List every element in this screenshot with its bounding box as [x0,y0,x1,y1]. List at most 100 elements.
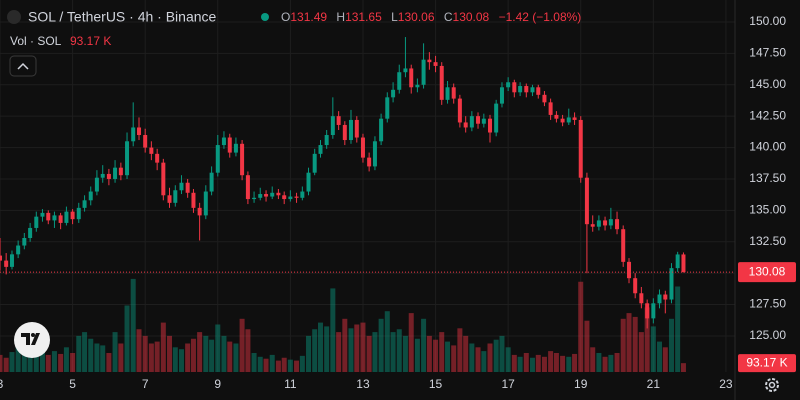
volume-bar [142,335,148,372]
volume-bar [535,354,541,372]
last-price-label: 130.08 [749,264,786,278]
candle-body [76,207,81,220]
symbol-icon [7,10,21,24]
volume-bar [112,332,118,372]
collapse-button[interactable] [9,55,37,77]
volume-bar [505,347,511,372]
candle-body [215,145,220,173]
volume-bar [481,351,487,372]
volume-bar [39,348,45,372]
volume-bar [384,311,390,372]
candle-body [645,303,650,319]
x-tick-label: 13 [356,377,370,391]
candle-body [100,173,105,178]
x-tick-label: 17 [501,377,515,391]
volume-bar [203,335,209,372]
x-tick-label: 21 [647,377,661,391]
volume-bar [523,353,529,372]
volume-bar [317,322,323,372]
candle-body [209,172,214,192]
volume-bar [287,359,293,372]
candle-body [385,97,390,119]
volume-bar [312,329,318,372]
candle-body [360,137,365,158]
volume-bar [414,338,420,372]
volume-bar [269,354,275,372]
candle-body [70,211,75,220]
last-price-badge [738,262,796,283]
volume-bar [584,320,590,372]
x-tick-label: 11 [284,377,297,391]
volume-title: Vol · SOL [10,34,62,48]
settings-button[interactable] [765,378,779,392]
y-tick-label: 142.50 [749,108,786,122]
candle-body [445,87,450,100]
x-tick-label: 19 [574,377,588,391]
volume-bar [15,347,21,372]
x-tick-label: 23 [719,377,733,391]
volume-bar [469,343,475,372]
volume-bar [650,326,656,372]
volume-bar [27,349,33,372]
candle-body [28,227,33,238]
candle-body [391,89,396,98]
volume-bar [421,318,427,372]
y-tick-label: 135.00 [749,203,786,217]
candle-body [264,194,269,197]
volume-bar [638,332,644,372]
candle-body [167,195,172,203]
candle-body [584,177,589,225]
candle-body [233,143,238,153]
volume-bar [209,339,215,372]
candle-body [88,191,93,201]
c-label: C [444,10,453,24]
volume-bar [227,341,233,372]
volume-bar [294,360,300,372]
volume-bar [572,353,578,372]
volume-bar [378,318,384,372]
volume-badge-label: 93.17 K [746,355,787,369]
logo [14,322,50,358]
change: −1.42 (−1.08%) [499,10,582,24]
candle-body [137,127,142,136]
volume-bar [657,341,663,372]
candle-body [488,118,492,133]
candle-body [566,117,571,123]
candle-body [58,215,63,223]
l-value: 130.06 [398,10,435,24]
candle-body [639,293,644,304]
volume-bar [675,286,681,372]
volume-bar [560,355,566,372]
volume-bar [63,347,69,372]
candle-body [52,215,57,221]
candle-body [113,167,118,179]
c-value: 130.08 [453,10,490,24]
candle-body [82,200,87,208]
volume-bar [281,357,287,372]
volume-bar [366,335,372,372]
volume-bar [94,343,100,372]
volume-bar [354,324,360,372]
ohlc-legend: O131.49 H131.65 L130.06 C130.08 −1.42 (−… [281,10,581,24]
volume-bar [360,322,366,372]
volume-bar [190,338,196,372]
volume-bar [426,335,432,372]
candle-body [16,245,21,255]
candle-body [197,207,202,216]
candle-body [367,157,372,167]
candle-body [542,94,547,103]
volume-bar [433,339,439,372]
candle-body [240,143,245,176]
volume-bar [82,332,88,372]
candle-body [191,192,196,208]
candle-body [354,119,359,138]
candle-body [143,135,148,148]
candle-body [572,117,577,120]
volume-bar [178,349,184,372]
volume-bar [578,281,584,372]
volume-bar [197,332,203,372]
candle-body [554,114,559,119]
volume-bar [239,318,245,372]
volume-bar [408,313,414,372]
candle-body [506,82,511,88]
